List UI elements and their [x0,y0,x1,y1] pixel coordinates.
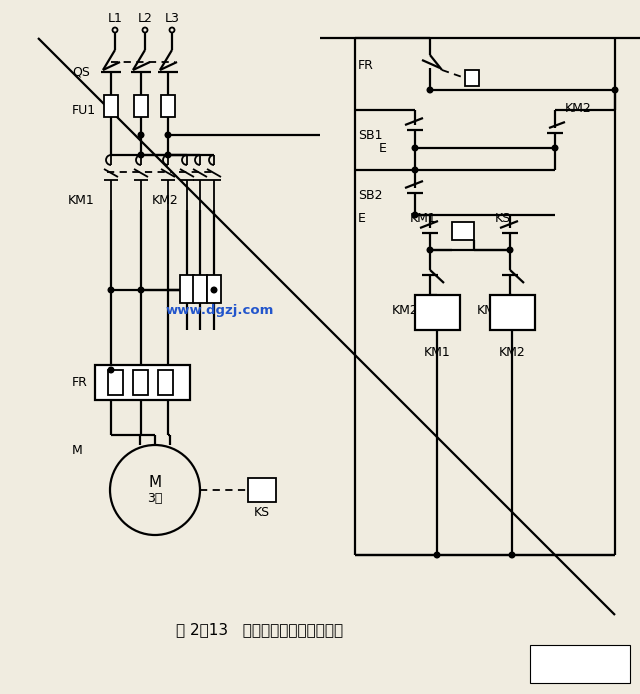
Text: R: R [212,291,220,305]
Text: 电工之屋: 电工之屋 [565,650,595,663]
Bar [104,95,118,117]
Text: FU1: FU1 [72,103,96,117]
Text: SB1: SB1 [358,128,383,142]
Circle shape [165,132,171,138]
Text: KM1: KM1 [410,212,436,224]
Bar [207,275,221,303]
Bar [193,275,207,303]
Text: R: R [196,291,205,305]
Text: 3～: 3～ [147,491,163,505]
Text: QS: QS [72,65,90,78]
Bar [180,275,194,303]
Circle shape [428,247,433,253]
Text: www.dgzj.com: www.dgzj.com [166,303,274,316]
Text: KS: KS [495,212,511,224]
Text: FR: FR [358,58,374,71]
Circle shape [108,287,114,293]
Circle shape [509,552,515,558]
Text: n: n [459,224,467,237]
Text: KM1: KM1 [424,346,451,359]
Text: diangongwu.com: diangongwu.com [538,667,621,677]
Text: KS: KS [254,505,270,518]
Text: M: M [148,475,161,489]
Circle shape [138,132,144,138]
Bar [248,478,276,502]
Text: L1: L1 [108,12,122,24]
Circle shape [412,212,418,218]
Bar [158,370,173,395]
Text: R: R [179,291,188,305]
Text: KM2: KM2 [499,346,525,359]
Bar [452,222,474,240]
Circle shape [552,145,558,151]
Bar [134,95,148,117]
Text: KM2: KM2 [152,194,179,207]
Bar [530,645,630,683]
Text: KM1: KM1 [68,194,95,207]
Circle shape [138,152,144,158]
Bar [415,295,460,330]
Text: FR: FR [72,375,88,389]
Circle shape [507,247,513,253]
Bar [465,70,479,86]
Circle shape [428,87,433,93]
Text: L2: L2 [138,12,152,24]
Bar [161,95,175,117]
Text: E: E [358,212,366,224]
Text: SB2: SB2 [358,189,383,201]
Text: KM1: KM1 [477,303,504,316]
Text: KM2: KM2 [565,101,592,115]
Circle shape [612,87,618,93]
Bar [95,365,190,400]
Text: KM2: KM2 [392,303,419,316]
Text: E: E [379,142,387,155]
Circle shape [165,152,171,158]
Circle shape [108,367,114,373]
Circle shape [211,287,217,293]
Circle shape [434,552,440,558]
Circle shape [412,167,418,173]
Bar [490,295,535,330]
Bar [133,370,148,395]
Circle shape [412,145,418,151]
Text: L3: L3 [164,12,179,24]
Circle shape [138,287,144,293]
Text: M: M [72,443,83,457]
Text: 图 2－13   单向反接制动的控制线路: 图 2－13 单向反接制动的控制线路 [177,623,344,638]
Bar [108,370,123,395]
